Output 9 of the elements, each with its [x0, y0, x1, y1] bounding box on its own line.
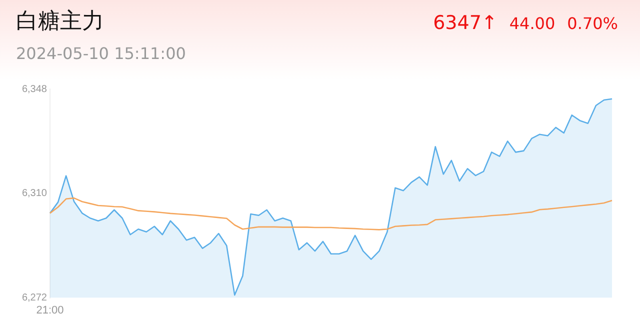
- text: 44.00: [509, 14, 556, 33]
- y-tick-label: 6,310: [22, 188, 48, 200]
- y-tick-label: 6,348: [22, 84, 48, 95]
- text: 6347↑: [433, 12, 498, 34]
- text: 0.70%: [567, 14, 618, 33]
- chart-subtitle: 2024-05-10 15:11:00: [16, 44, 186, 63]
- chart-title: 白糖主力: [16, 8, 104, 36]
- y-tick-label: 6,272: [22, 292, 48, 304]
- x-tick-label: 21:00: [36, 304, 64, 316]
